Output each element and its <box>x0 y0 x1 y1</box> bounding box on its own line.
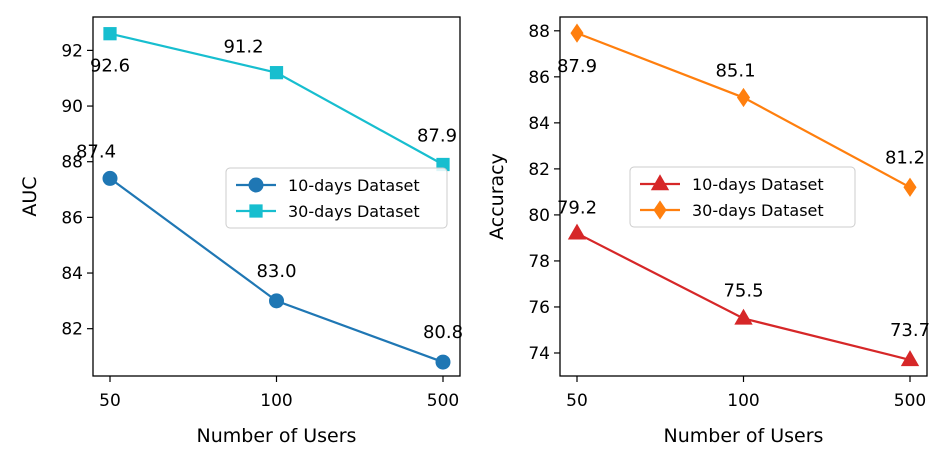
y-tick-label: 82 <box>528 160 550 180</box>
plot-frame <box>92 16 461 377</box>
legend-box <box>629 166 856 228</box>
series-line <box>109 32 444 166</box>
chart-panel-2: 74 76 78 80 82 84 86 88 50 100 500 Number of Users A… <box>486 16 930 447</box>
data-point <box>102 170 118 186</box>
legend-label: 30-days Dataset <box>692 201 824 220</box>
y-tick-label: 84 <box>528 114 550 134</box>
data-label: 73.7 <box>890 320 930 341</box>
data-point <box>269 66 284 80</box>
series-1: 87.4 83.0 80.8 <box>76 141 463 370</box>
x-tick-label: 500 <box>894 391 926 411</box>
x-axis-label: Number of Users <box>664 425 824 447</box>
data-point <box>736 87 751 108</box>
x-axis-label: Number of Users <box>197 425 357 447</box>
y-tick-label: 88 <box>61 153 83 173</box>
y-tick-label: 76 <box>528 298 550 318</box>
y-tick-label: 86 <box>61 208 83 228</box>
chart-panel-1: 82 84 86 88 90 92 50 100 500 Number of Users AUC 87… <box>19 16 463 447</box>
y-axis-label: AUC <box>19 176 41 216</box>
data-point <box>269 293 284 309</box>
x-tick-label: 100 <box>727 391 759 411</box>
y-tick-label: 82 <box>61 320 83 340</box>
y-tick-label: 92 <box>61 41 83 61</box>
legend-box <box>225 167 448 229</box>
x-tick-label: 100 <box>260 391 292 411</box>
data-point <box>103 27 117 41</box>
y-axis-label: Accuracy <box>486 153 508 240</box>
data-label: 87.9 <box>557 56 597 77</box>
series-2: 92.6 91.2 87.9 <box>90 27 457 172</box>
y-tick-label: 74 <box>528 344 550 364</box>
legend: 10-days Dataset 30-days Dataset <box>225 167 448 229</box>
legend-marker <box>650 174 670 191</box>
legend: 10-days Dataset 30-days Dataset <box>629 166 856 228</box>
y-tick-label: 80 <box>528 206 550 226</box>
y-tick-label: 84 <box>61 264 83 284</box>
data-point <box>570 23 584 43</box>
data-label: 75.5 <box>723 280 763 301</box>
legend-marker <box>248 177 264 193</box>
data-point <box>900 350 920 367</box>
data-label: 87.9 <box>417 125 457 146</box>
series-line <box>576 32 911 189</box>
data-label: 79.2 <box>557 197 597 218</box>
legend-label: 30-days Dataset <box>288 202 420 221</box>
data-label: 80.8 <box>423 322 463 343</box>
x-tick-label: 50 <box>566 391 588 411</box>
x-tick-label: 50 <box>99 391 121 411</box>
x-tick-label: 500 <box>427 391 459 411</box>
data-point <box>435 354 451 370</box>
legend-label: 10-days Dataset <box>692 175 824 194</box>
data-label: 92.6 <box>90 56 130 77</box>
data-label: 85.1 <box>715 61 755 82</box>
y-tick-label: 78 <box>528 252 550 272</box>
data-point <box>734 308 753 325</box>
legend-marker <box>249 204 263 218</box>
series-1: 79.2 75.5 73.7 <box>557 197 930 367</box>
data-point <box>567 223 587 240</box>
legend-marker <box>653 200 667 220</box>
data-point <box>903 177 917 197</box>
data-label: 87.4 <box>76 141 116 162</box>
plot-frame <box>559 16 928 377</box>
data-label: 81.2 <box>885 147 925 168</box>
y-tick-label: 90 <box>61 97 83 117</box>
data-label: 91.2 <box>223 37 263 58</box>
y-tick-label: 88 <box>528 22 550 42</box>
legend-label: 10-days Dataset <box>288 176 420 195</box>
y-tick-label: 86 <box>528 68 550 88</box>
data-label: 83.0 <box>256 261 296 282</box>
series-2: 87.9 85.1 81.2 <box>557 23 925 197</box>
